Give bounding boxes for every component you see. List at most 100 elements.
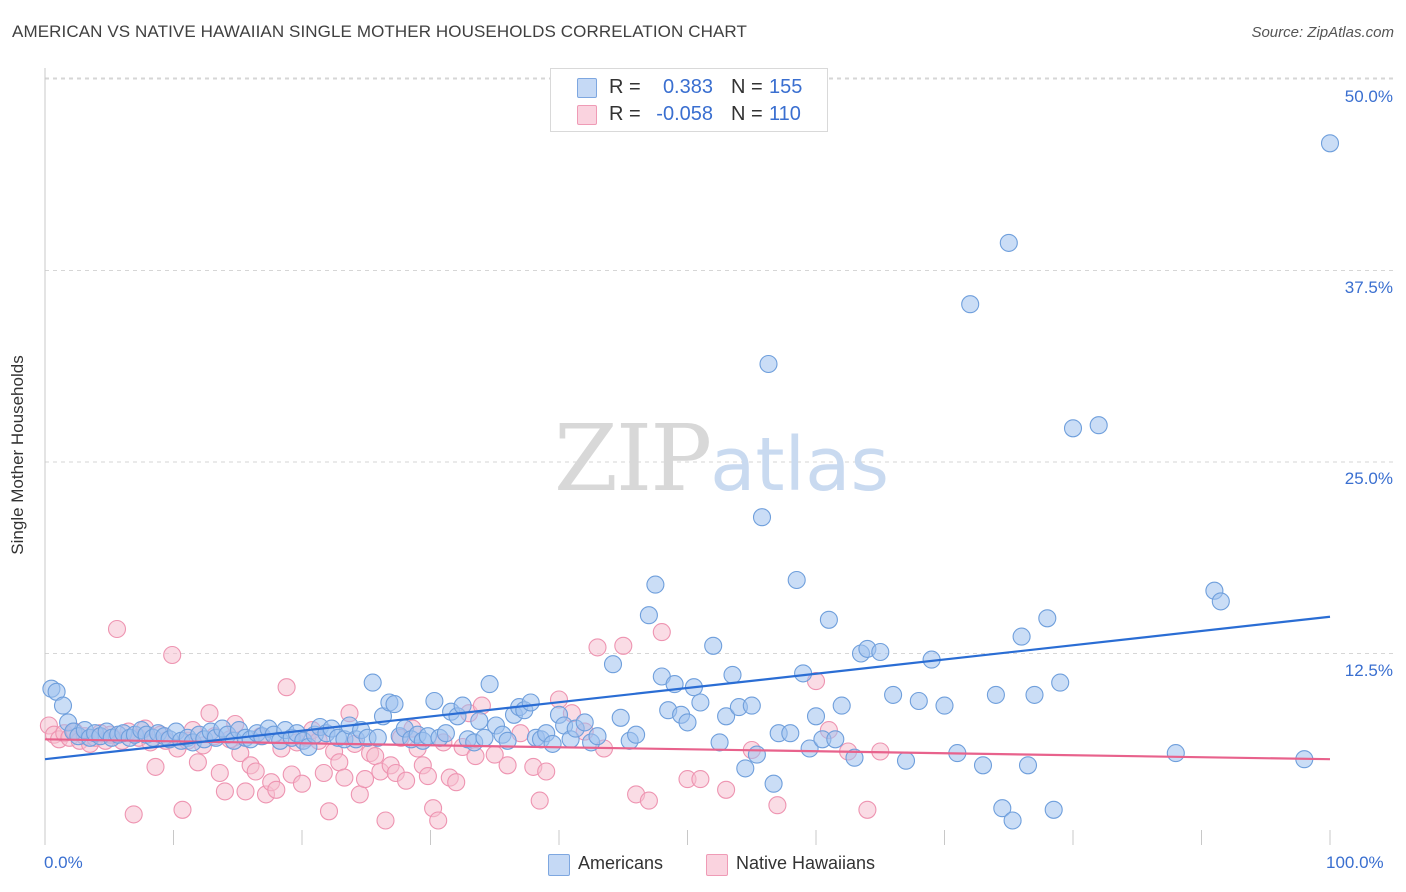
y-axis-label: Single Mother Households [8, 355, 27, 555]
point-americans [1211, 592, 1230, 611]
point-americans [53, 696, 73, 715]
point-americans [678, 713, 697, 732]
legend-row-native-hawaiians: R = -0.058 N = 110 [551, 102, 827, 128]
point-americans [710, 733, 729, 752]
legend-swatch-blue [577, 78, 597, 98]
point-americans [704, 636, 723, 655]
point-native-hawaiians [366, 747, 385, 766]
point-native-hawaiians [107, 619, 127, 639]
point-americans [436, 724, 455, 743]
y-tick-label: 12.5% [1344, 661, 1393, 680]
legend-r-label: R = [609, 76, 641, 98]
point-native-hawaiians [588, 638, 607, 657]
point-americans [800, 739, 819, 758]
point-native-hawaiians [292, 774, 312, 793]
legend-n-label: N = [731, 103, 763, 125]
point-native-hawaiians [350, 785, 369, 804]
point-americans [723, 665, 742, 684]
legend-swatch-blue [548, 854, 570, 876]
point-americans [1012, 627, 1031, 646]
y-tick-label: 37.5% [1344, 278, 1393, 297]
point-native-hawaiians [277, 678, 296, 697]
point-americans [363, 673, 382, 692]
point-americans [781, 724, 800, 743]
point-native-hawaiians [200, 704, 219, 723]
point-americans [935, 696, 954, 715]
legend-row-americans: R = 0.383 N = 155 [551, 75, 827, 101]
legend-n-value: 110 [769, 103, 801, 125]
point-native-hawaiians [717, 780, 736, 799]
point-native-hawaiians [163, 645, 182, 665]
point-native-hawaiians [124, 805, 143, 824]
point-americans [646, 575, 665, 594]
trend-line-americans [44, 615, 1331, 761]
point-americans [764, 774, 783, 793]
point-native-hawaiians [146, 757, 165, 776]
point-americans [691, 693, 710, 712]
point-native-hawaiians [768, 796, 787, 815]
point-americans [498, 731, 517, 750]
point-native-hawaiians [314, 763, 333, 783]
point-native-hawaiians [549, 690, 569, 709]
point-americans [1320, 134, 1340, 153]
point-native-hawaiians [236, 782, 255, 801]
legend-label: Americans [578, 853, 664, 873]
point-native-hawaiians [188, 753, 207, 772]
point-native-hawaiians [210, 763, 229, 783]
point-americans [747, 745, 766, 764]
point-americans [588, 727, 607, 746]
point-native-hawaiians [330, 753, 349, 772]
point-native-hawaiians [498, 756, 517, 775]
point-americans [871, 642, 890, 662]
point-americans [1166, 744, 1185, 763]
point-americans [759, 354, 778, 374]
legend-label: Native Hawaiians [736, 853, 876, 873]
point-americans [575, 713, 594, 732]
point-americans [973, 756, 993, 775]
correlation-legend: R = 0.383 N = 155 R = -0.058 N = 110 [550, 68, 828, 132]
legend-r-value: 0.383 [662, 76, 713, 98]
point-americans [1044, 800, 1063, 819]
point-americans [368, 728, 387, 747]
point-americans [961, 295, 980, 314]
point-native-hawaiians [537, 762, 556, 781]
y-tick-label: 25.0% [1344, 469, 1393, 488]
point-native-hawaiians [530, 791, 549, 810]
point-americans [521, 693, 540, 712]
point-native-hawaiians [355, 770, 375, 789]
point-native-hawaiians [335, 768, 354, 787]
legend-r-value: -0.058 [656, 103, 713, 125]
point-native-hawaiians [319, 802, 339, 821]
point-native-hawaiians [614, 636, 633, 655]
trend-line-native-hawaiians [44, 738, 1331, 761]
legend-r-label: R = [609, 103, 641, 125]
point-native-hawaiians [447, 773, 466, 792]
point-americans [742, 696, 761, 715]
point-americans [819, 610, 838, 629]
point-americans [999, 233, 1018, 252]
x-tick-label: 0.0% [44, 853, 83, 872]
point-americans [832, 696, 851, 715]
watermark-zip: ZIP [554, 405, 712, 512]
point-americans [752, 508, 772, 527]
point-americans [1025, 685, 1044, 704]
point-americans [826, 730, 845, 749]
chart-title: AMERICAN VS NATIVE HAWAIIAN SINGLE MOTHE… [12, 22, 747, 41]
legend-swatch-pink [577, 105, 597, 125]
point-americans [480, 675, 499, 694]
point-americans [986, 685, 1005, 704]
watermark: ZIPatlas [554, 405, 889, 512]
point-americans [627, 725, 646, 744]
point-americans [787, 570, 806, 590]
watermark-atlas: atlas [710, 422, 889, 508]
point-native-hawaiians [267, 780, 286, 799]
point-americans [453, 696, 472, 715]
point-americans [736, 759, 755, 778]
point-americans [385, 695, 404, 714]
point-native-hawaiians [173, 800, 192, 819]
legend-n-value: 155 [769, 76, 803, 98]
point-americans [806, 707, 826, 726]
point-americans [1018, 756, 1038, 775]
point-native-hawaiians [691, 770, 710, 789]
